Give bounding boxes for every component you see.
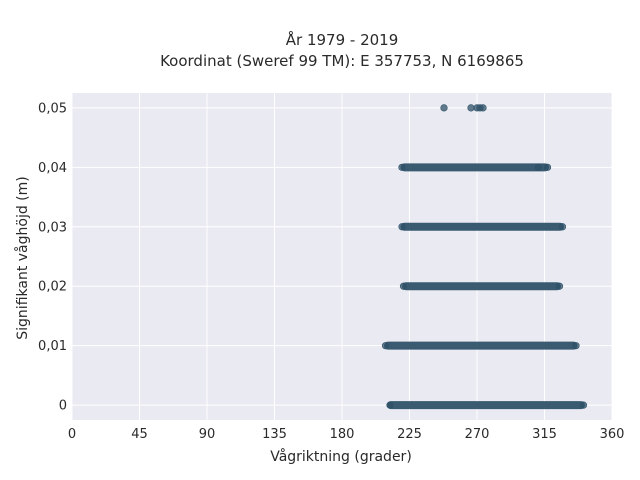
- x-tick-labels: 0 45 90 135 180 225 270 315 360: [68, 427, 625, 442]
- data-point: [398, 163, 406, 171]
- data-point: [558, 223, 567, 231]
- y-tick-label: 0,03: [38, 220, 67, 235]
- y-tick-label: 0,02: [38, 280, 67, 295]
- y-tick-label: 0,04: [38, 161, 67, 176]
- data-point: [381, 342, 390, 350]
- data-band: [384, 341, 578, 350]
- data-point: [467, 104, 475, 112]
- data-point: [479, 104, 487, 112]
- chart-title-line1: År 1979 - 2019: [286, 30, 399, 49]
- y-tick-label: 0: [59, 399, 67, 414]
- y-tick-label: 0,01: [38, 339, 67, 354]
- data-point: [543, 163, 552, 171]
- y-tick-labels: 0 0,01 0,02 0,03 0,04 0,05: [38, 101, 67, 413]
- data-point: [555, 282, 564, 290]
- x-tick-label: 225: [397, 427, 422, 442]
- x-axis-label: Vågriktning (grader): [270, 448, 412, 465]
- data-band: [400, 163, 549, 172]
- data-point: [572, 342, 580, 350]
- x-tick-label: 315: [532, 427, 557, 442]
- data-points: [381, 104, 588, 409]
- data-bands: [384, 163, 585, 410]
- x-tick-label: 90: [199, 427, 216, 442]
- chart-title-line2: Koordinat (Sweref 99 TM): E 357753, N 61…: [160, 52, 524, 70]
- x-tick-label: 270: [465, 427, 490, 442]
- data-point: [440, 104, 448, 112]
- x-tick-label: 360: [600, 427, 625, 442]
- data-point: [579, 401, 588, 409]
- x-tick-label: 45: [131, 427, 148, 442]
- y-tick-label: 0,05: [38, 101, 67, 116]
- data-band: [402, 282, 561, 291]
- data-point: [386, 401, 394, 409]
- data-point: [398, 223, 406, 231]
- data-point: [399, 282, 408, 290]
- data-point: [534, 163, 543, 171]
- x-tick-label: 135: [262, 427, 287, 442]
- y-axis-label: Signifikant våghöjd (m): [14, 176, 31, 339]
- x-tick-label: 180: [330, 427, 355, 442]
- data-band: [387, 401, 585, 410]
- x-tick-label: 0: [68, 427, 76, 442]
- data-band: [400, 222, 564, 231]
